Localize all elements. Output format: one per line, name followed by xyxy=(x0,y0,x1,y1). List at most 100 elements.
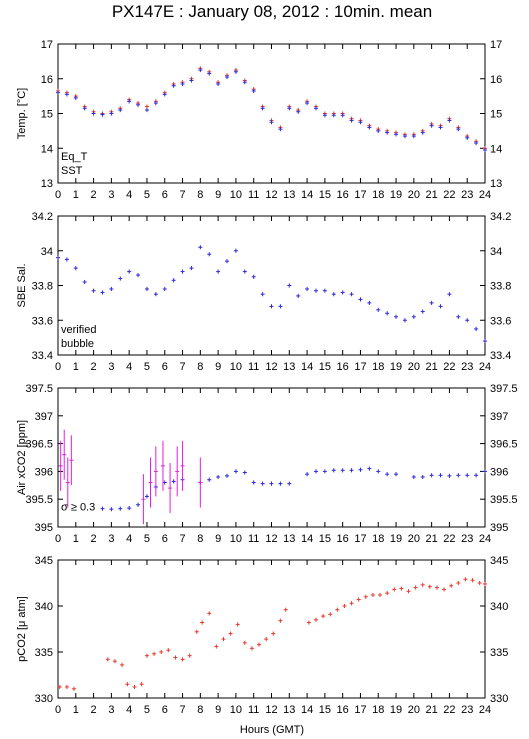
x-tick-label: 23 xyxy=(461,704,473,716)
x-tick-label: 13 xyxy=(283,704,295,716)
y-tick-label-left: 13 xyxy=(41,178,53,190)
x-tick-label: 18 xyxy=(372,361,384,373)
x-tick-label: 18 xyxy=(372,533,384,545)
x-tick-label: 0 xyxy=(55,189,61,201)
x-tick-label: 20 xyxy=(408,189,420,201)
x-tick-label: 20 xyxy=(408,704,420,716)
x-tick-label: 9 xyxy=(215,704,221,716)
x-tick-label: 4 xyxy=(126,533,132,545)
x-tick-label: 18 xyxy=(372,189,384,201)
x-tick-label: 12 xyxy=(265,361,277,373)
plot-frame xyxy=(57,43,486,184)
chart-title: PX147E : January 08, 2012 : 10min. mean xyxy=(112,2,432,21)
y-tick-label-left: 15 xyxy=(41,109,53,121)
y-tick-label-left: 397.5 xyxy=(25,383,53,395)
legend-entry: verified xyxy=(61,324,96,336)
x-tick-label: 24 xyxy=(479,704,491,716)
x-tick-label: 15 xyxy=(319,704,331,716)
x-tick-label: 3 xyxy=(108,361,114,373)
x-tick-label: 11 xyxy=(248,361,259,373)
x-tick-label: 19 xyxy=(390,189,402,201)
legend-entry: bubble xyxy=(61,338,94,350)
y-axis-label: pCO2 [μ atm] xyxy=(16,596,28,662)
y-tick-label-right: 34 xyxy=(490,246,502,258)
y-tick-label-right: 33.4 xyxy=(490,350,511,362)
x-tick-label: 7 xyxy=(179,533,185,545)
x-tick-label: 23 xyxy=(461,361,473,373)
x-tick-label: 9 xyxy=(215,361,221,373)
x-tick-label: 12 xyxy=(265,189,277,201)
x-tick-label: 21 xyxy=(426,189,438,201)
x-tick-label: 17 xyxy=(354,189,366,201)
y-tick-label-right: 33.6 xyxy=(490,315,511,327)
x-tick-label: 7 xyxy=(179,189,185,201)
y-tick-label-right: 16 xyxy=(490,74,502,86)
x-tick-label: 14 xyxy=(301,704,313,716)
y-tick-label-left: 335 xyxy=(35,647,53,659)
x-tick-label: 21 xyxy=(426,533,438,545)
x-tick-label: 14 xyxy=(301,189,313,201)
y-tick-label-left: 33.4 xyxy=(32,350,53,362)
x-tick-label: 9 xyxy=(215,189,221,201)
x-tick-label: 9 xyxy=(215,533,221,545)
x-tick-label: 3 xyxy=(108,704,114,716)
data-series xyxy=(57,577,487,691)
y-tick-label-right: 396 xyxy=(490,466,508,478)
x-tick-label: 19 xyxy=(390,361,402,373)
x-tick-label: 5 xyxy=(144,361,150,373)
y-tick-label-left: 33.8 xyxy=(32,281,53,293)
plot-frame xyxy=(57,387,486,528)
x-tick-label: 8 xyxy=(197,533,203,545)
y-axis-label: Temp. [°C] xyxy=(16,88,28,139)
x-tick-label: 1 xyxy=(73,533,79,545)
x-tick-label: 6 xyxy=(162,189,168,201)
x-tick-label: 5 xyxy=(144,189,150,201)
x-tick-label: 22 xyxy=(443,189,455,201)
x-tick-label: 21 xyxy=(426,361,438,373)
x-tick-label: 2 xyxy=(91,189,97,201)
x-tick-label: 23 xyxy=(461,533,473,545)
y-tick-label-right: 340 xyxy=(490,601,508,613)
x-tick-label: 16 xyxy=(337,533,349,545)
x-tick-label: 4 xyxy=(126,189,132,201)
x-tick-label: 12 xyxy=(265,704,277,716)
x-tick-label: 4 xyxy=(126,704,132,716)
y-tick-label-left: 395.5 xyxy=(25,494,53,506)
y-tick-label-right: 397.5 xyxy=(490,383,518,395)
y-tick-label-right: 14 xyxy=(490,143,502,155)
y-tick-label-right: 13 xyxy=(490,178,502,190)
x-tick-label: 2 xyxy=(91,361,97,373)
x-tick-label: 7 xyxy=(179,361,185,373)
x-tick-label: 13 xyxy=(283,361,295,373)
x-tick-label: 7 xyxy=(179,704,185,716)
y-tick-label-right: 395.5 xyxy=(490,494,518,506)
x-tick-label: 11 xyxy=(248,704,259,716)
y-tick-label-right: 15 xyxy=(490,109,502,121)
x-tick-label: 18 xyxy=(372,704,384,716)
x-tick-label: 22 xyxy=(443,533,455,545)
y-tick-label-left: 17 xyxy=(41,39,53,51)
y-tick-label-right: 17 xyxy=(490,39,502,51)
x-tick-label: 10 xyxy=(230,361,242,373)
x-tick-label: 4 xyxy=(126,361,132,373)
x-tick-label: 24 xyxy=(479,361,491,373)
x-tick-label: 6 xyxy=(162,533,168,545)
x-tick-label: 8 xyxy=(197,189,203,201)
y-tick-label-right: 395 xyxy=(490,522,508,534)
x-tick-label: 24 xyxy=(479,189,491,201)
x-tick-label: 23 xyxy=(461,189,473,201)
x-tick-label: 8 xyxy=(197,361,203,373)
x-tick-label: 8 xyxy=(197,704,203,716)
x-tick-label: 5 xyxy=(144,704,150,716)
x-tick-label: 12 xyxy=(265,533,277,545)
y-tick-label-left: 396 xyxy=(35,466,53,478)
y-axis-label: SBE Sal. xyxy=(16,263,28,307)
x-tick-label: 16 xyxy=(337,704,349,716)
x-tick-label: 21 xyxy=(426,704,438,716)
y-tick-label-right: 335 xyxy=(490,647,508,659)
x-tick-label: 17 xyxy=(354,704,366,716)
